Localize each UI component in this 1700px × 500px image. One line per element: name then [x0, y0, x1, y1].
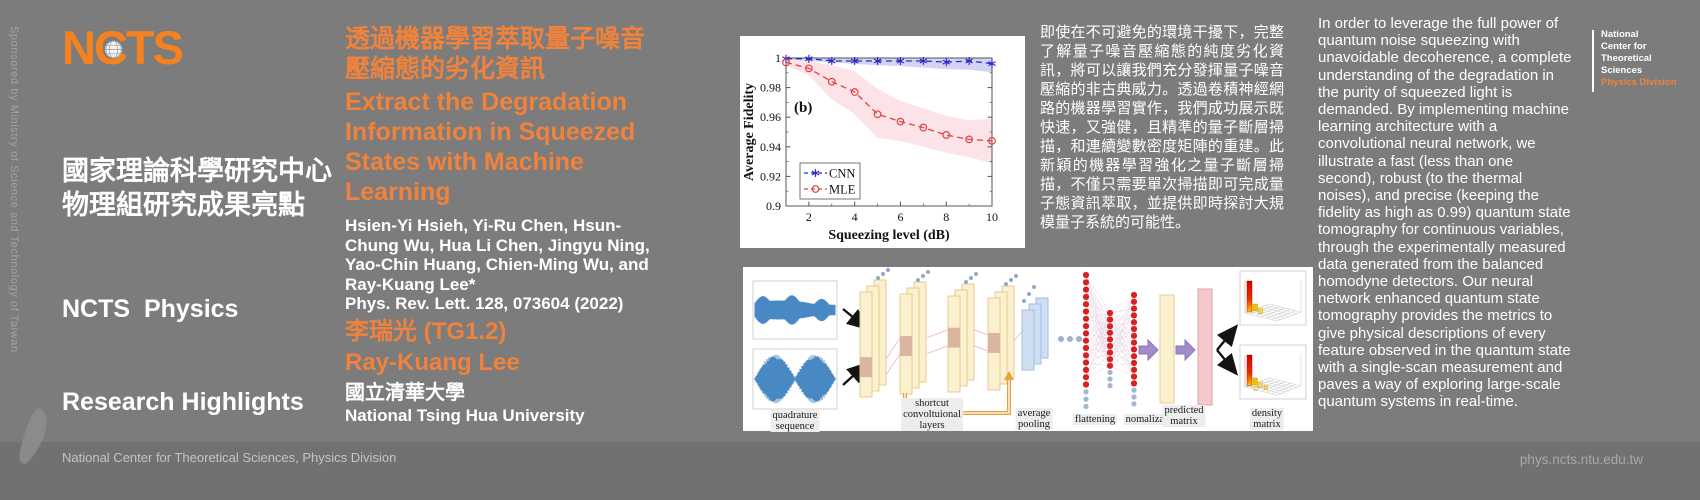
svg-text:Squeezing level (dB): Squeezing level (dB) — [828, 228, 950, 243]
label-shortcut-conv-layers: shortcut convoltuional layers — [901, 398, 963, 431]
abstract-zh: 即使在不可避免的環境干擾下，完整了解量子噪音壓縮態的純度劣化資訊，將可以讓我們充… — [1040, 24, 1284, 231]
affiliation-en: National Tsing Hua University — [345, 406, 585, 425]
sponsor-vertical-text: Sponsored by Ministry of Science and Tec… — [8, 26, 20, 353]
center-heading-en: NCTS Physics Research Highlights — [62, 232, 304, 449]
label-predicted-matrix: predicted matrix — [1162, 405, 1206, 427]
logo-letter-s: S — [152, 21, 184, 74]
svg-text:0.94: 0.94 — [760, 140, 781, 154]
label-quadrature-sequence: quadrature sequence — [770, 410, 820, 432]
center-heading-en-line2: Research Highlights — [62, 388, 304, 416]
label-average-pooling: average pooling — [1015, 408, 1053, 430]
logo-letter-t: T — [125, 21, 155, 74]
logo-letter-n: N — [62, 21, 96, 74]
corner-logo-line: Theoretical — [1601, 53, 1652, 64]
corner-logo-division: Physics Division — [1601, 77, 1677, 88]
fidelity-chart: 2 4 6 8 10 1 0.98 0.96 0.94 0.92 0.9 CNN MLE (b) Squee… — [742, 51, 998, 243]
center-heading-zh-line1: 國家理論科學研究中心 — [62, 156, 332, 186]
svg-text:MLE: MLE — [829, 183, 856, 197]
svg-text:Average Fidelity: Average Fidelity — [742, 83, 757, 181]
svg-text:8: 8 — [943, 210, 949, 224]
corner-logo-line: National — [1601, 29, 1639, 40]
pi-name-en: Ray-Kuang Lee — [345, 349, 520, 376]
center-heading-zh: 國家理論科學研究中心 物理組研究成果亮點 — [62, 154, 332, 222]
footer-organization: National Center for Theoretical Sciences… — [62, 450, 397, 465]
svg-text:1: 1 — [775, 51, 781, 65]
svg-text:0.9: 0.9 — [766, 199, 781, 213]
taiwan-silhouette-icon — [19, 408, 47, 464]
abstract-en: In order to leverage the full power of q… — [1318, 15, 1572, 411]
svg-text:0.92: 0.92 — [760, 169, 781, 183]
svg-text:(b): (b) — [794, 100, 812, 116]
label-normalization: nomalization — [1123, 414, 1183, 425]
footer-bar — [0, 442, 1700, 500]
center-heading-zh-line2: 物理組研究成果亮點 — [62, 190, 305, 220]
corner-logo-line: Sciences — [1601, 65, 1643, 76]
article-journal: Phys. Rev. Lett. 128, 073604 (2022) — [345, 294, 624, 313]
svg-text:4: 4 — [852, 210, 858, 224]
corner-logo-divider — [1592, 30, 1594, 92]
footer-url: phys.ncts.ntu.edu.tw — [1519, 452, 1643, 467]
svg-text:10: 10 — [986, 210, 998, 224]
label-flattening: flattening — [1072, 414, 1118, 425]
svg-text:6: 6 — [897, 210, 903, 224]
affiliation-zh: 國立清華大學 — [345, 382, 465, 404]
corner-logo-line: Center for — [1601, 41, 1647, 52]
pi-name-zh: 李瑞光 (TG1.2) — [345, 318, 507, 345]
center-heading-en-line1: NCTS Physics — [62, 295, 239, 323]
article-authors: Hsien-Yi Hsieh, Yi-Ru Chen, Hsun-Chung W… — [345, 216, 650, 294]
svg-text:CNN: CNN — [829, 167, 855, 181]
label-density-matrix: density matrix — [1249, 408, 1285, 430]
logo-letter-c: C — [94, 24, 128, 71]
article-title-en: Extract the Degradation Information in S… — [345, 88, 636, 206]
nn-architecture-diagram — [752, 268, 1307, 415]
corner-logo: National Center for Theoretical Sciences… — [1601, 29, 1677, 89]
article-title-zh: 透過機器學習萃取量子噪音壓縮態的劣化資訊 — [345, 25, 646, 83]
svg-text:0.98: 0.98 — [760, 81, 781, 95]
svg-text:2: 2 — [806, 210, 812, 224]
nn-diagram-panel: quadrature sequence shortcut convoltuional… — [743, 267, 1313, 432]
svg-text:0.96: 0.96 — [760, 110, 781, 124]
fidelity-chart-panel: 2 4 6 8 10 1 0.98 0.96 0.94 0.92 0.9 CNN MLE (b) Squee… — [740, 36, 1025, 248]
globe-icon — [104, 40, 123, 59]
ncts-logo: NCTS — [62, 21, 184, 74]
